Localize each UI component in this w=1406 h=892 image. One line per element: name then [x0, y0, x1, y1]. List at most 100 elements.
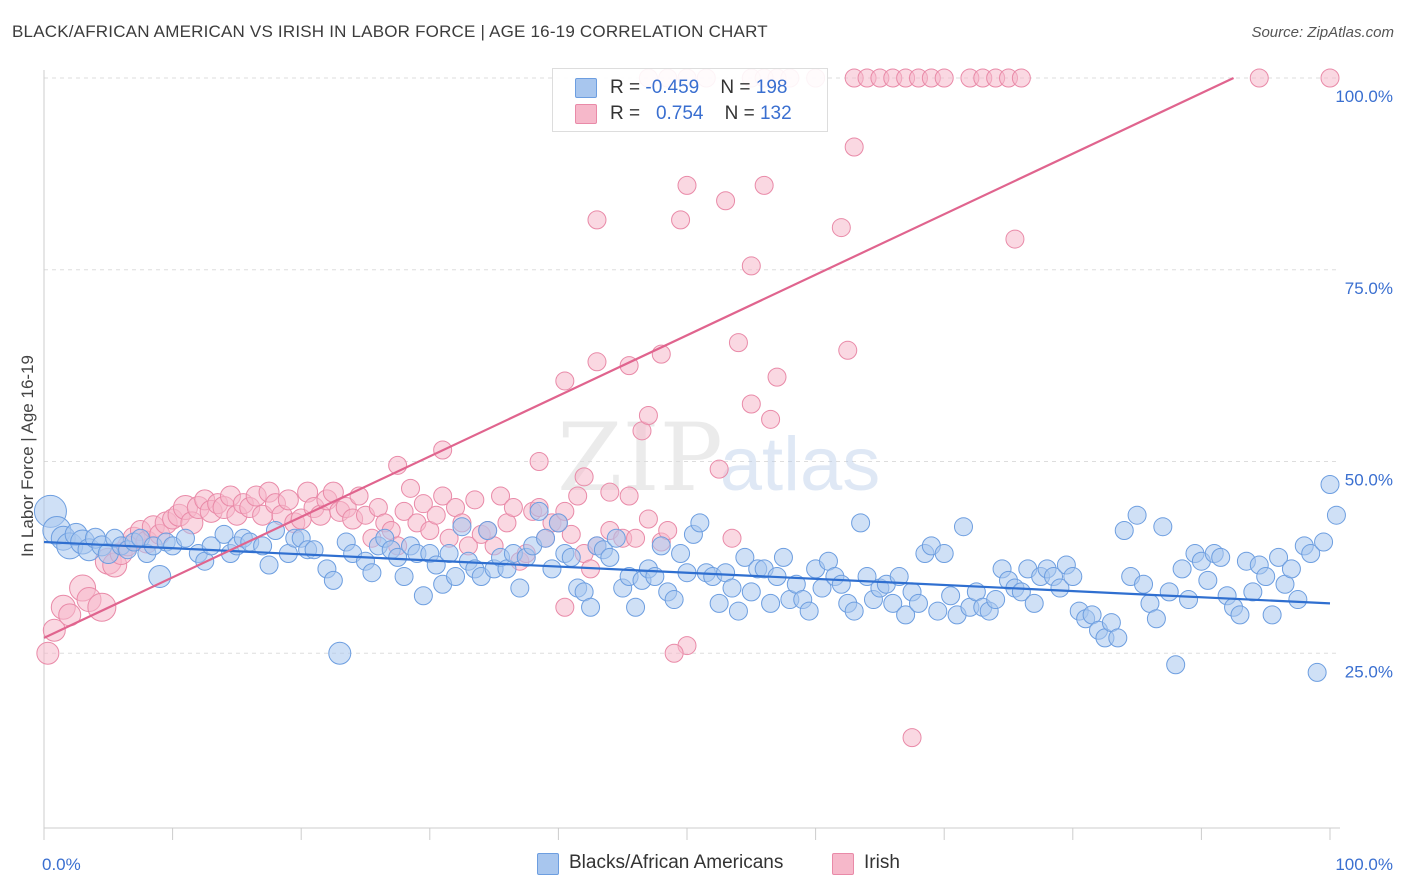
- black-point: [1166, 655, 1186, 675]
- irish-point: [844, 137, 864, 157]
- black-point: [1050, 578, 1070, 598]
- irish-point: [426, 505, 446, 525]
- black-point: [1256, 567, 1276, 587]
- irish-point: [401, 478, 421, 498]
- x-tick-label: 0.0%: [42, 855, 81, 874]
- irish-point: [561, 524, 581, 544]
- irish-point: [638, 509, 658, 529]
- irish-point: [600, 482, 620, 502]
- black-point: [1153, 517, 1173, 537]
- irish-point: [1249, 68, 1269, 88]
- black-point: [175, 528, 195, 548]
- black-point: [741, 582, 761, 602]
- irish-point: [277, 489, 299, 511]
- black-point: [735, 547, 755, 567]
- black-point: [259, 555, 279, 575]
- black-point: [773, 547, 793, 567]
- black-point: [362, 563, 382, 583]
- black-point: [761, 593, 781, 613]
- black-point: [728, 601, 748, 621]
- black-trend-line: [43, 540, 1331, 605]
- legend-swatch-pink: [575, 104, 597, 124]
- black-point: [934, 544, 954, 564]
- series-swatch-blue: [537, 853, 559, 875]
- black-point: [452, 517, 472, 537]
- legend-n-label: N =: [724, 103, 760, 124]
- black-point: [889, 567, 909, 587]
- legend-n-value: 198: [755, 77, 788, 98]
- tick-labels: 25.0% 50.0% 75.0% 100.0% 0.0% 100.0%: [42, 87, 1393, 874]
- irish-point: [902, 728, 922, 748]
- black-point: [1326, 505, 1346, 525]
- source-label: Source: ZipAtlas.com: [1251, 24, 1394, 41]
- black-point: [844, 601, 864, 621]
- black-point: [1269, 547, 1289, 567]
- black-point: [1320, 475, 1340, 495]
- irish-trend-line: [43, 77, 1235, 639]
- stats-legend: R = -0.459 N = 198 R = 0.754 N = 132: [552, 68, 828, 132]
- black-point: [831, 574, 851, 594]
- black-point: [851, 513, 871, 533]
- black-point: [1179, 590, 1199, 610]
- legend-text-irish: R = 0.754 N = 132: [610, 103, 792, 125]
- irish-point: [677, 175, 697, 195]
- irish-point: [626, 528, 646, 548]
- irish-point: [1320, 68, 1340, 88]
- black-point: [214, 524, 234, 544]
- black-point: [664, 590, 684, 610]
- series-label-irish: Irish: [864, 852, 900, 873]
- legend-r-label: R =: [610, 103, 646, 124]
- black-point: [529, 501, 549, 521]
- black-point: [1301, 544, 1321, 564]
- black-point: [439, 544, 459, 564]
- legend-text-blacks: R = -0.459 N = 198: [610, 77, 787, 99]
- black-point: [1134, 574, 1154, 594]
- black-point: [542, 559, 562, 579]
- trend-lines: [43, 77, 1331, 639]
- black-point: [1307, 662, 1327, 682]
- irish-point: [433, 486, 453, 506]
- irish-point: [574, 467, 594, 487]
- irish-point: [587, 210, 607, 230]
- black-point: [1243, 582, 1263, 602]
- black-point: [446, 567, 466, 587]
- black-point: [626, 597, 646, 617]
- y-axis-title: In Labor Force | Age 16-19: [18, 355, 37, 557]
- black-point: [600, 547, 620, 567]
- irish-point: [767, 367, 787, 387]
- axes: [43, 70, 1340, 840]
- chart-title: BLACK/AFRICAN AMERICAN VS IRISH IN LABOR…: [12, 22, 768, 41]
- irish-point: [394, 501, 414, 521]
- black-point: [1172, 559, 1192, 579]
- black-point: [1262, 605, 1282, 625]
- black-point: [548, 513, 568, 533]
- black-point: [536, 528, 556, 548]
- black-point: [1108, 628, 1128, 648]
- black-point: [1063, 567, 1083, 587]
- black-point: [953, 517, 973, 537]
- black-point: [265, 521, 285, 541]
- irish-point: [728, 333, 748, 353]
- black-point: [908, 593, 928, 613]
- black-point: [561, 547, 581, 567]
- black-point: [690, 513, 710, 533]
- black-point: [896, 605, 916, 625]
- legend-swatch-blue: [575, 78, 597, 98]
- black-point: [722, 578, 742, 598]
- y-tick-label: 50.0%: [1345, 471, 1393, 490]
- irish-point: [709, 459, 729, 479]
- black-point: [1159, 582, 1179, 602]
- black-point: [1198, 570, 1218, 590]
- irish-point: [664, 643, 684, 663]
- irish-point: [465, 490, 485, 510]
- black-point: [709, 593, 729, 613]
- irish-point: [503, 498, 523, 518]
- x-tick-label: 100.0%: [1335, 855, 1393, 874]
- irish-point: [722, 528, 742, 548]
- black-point: [928, 601, 948, 621]
- black-point: [1211, 547, 1231, 567]
- black-point: [388, 547, 408, 567]
- black-point: [941, 586, 961, 606]
- black-point: [581, 597, 601, 617]
- black-point: [799, 601, 819, 621]
